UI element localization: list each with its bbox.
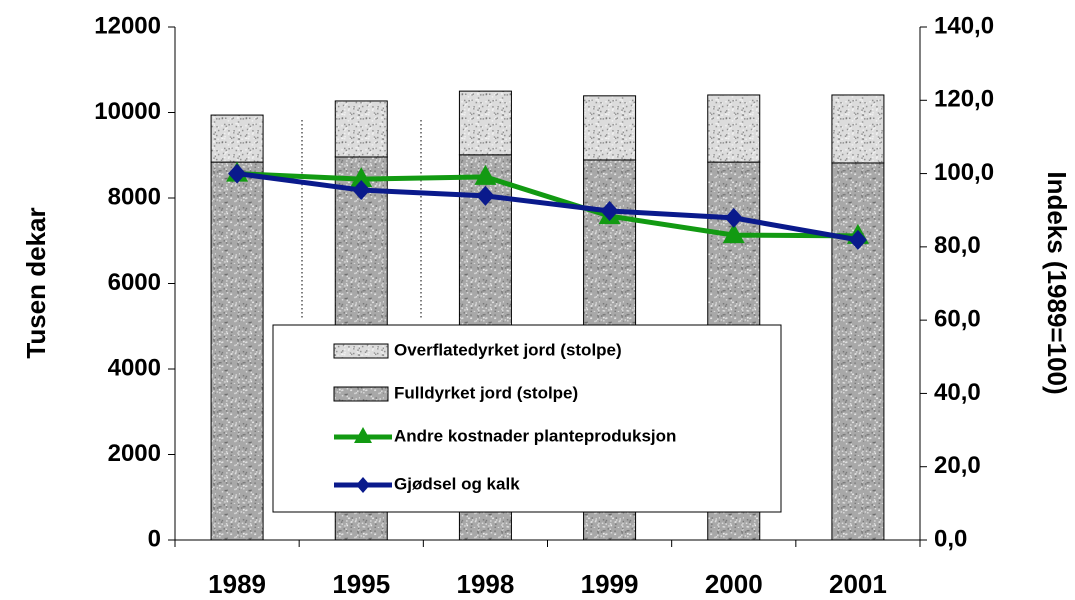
legend-swatch	[333, 386, 389, 402]
legend-label: Gjødsel og kalk	[394, 474, 520, 493]
y-tick-label: 4000	[108, 354, 161, 381]
y-tick-label: 0	[148, 525, 161, 552]
legend-marker	[356, 477, 370, 493]
bar	[210, 161, 264, 541]
bar	[707, 94, 761, 163]
y2-tick-label: 140,0	[934, 12, 994, 39]
line	[236, 171, 858, 239]
y-tick-label: 6000	[108, 269, 161, 296]
legend-label: Fulldyrket jord (stolpe)	[394, 383, 578, 402]
y2-axis-title: Indeks (1989=100)	[1042, 171, 1072, 394]
y-axis-title: Tusen dekar	[21, 207, 51, 358]
marker	[474, 164, 497, 185]
y2-tick-label: 0,0	[934, 525, 967, 552]
y-tick-label: 2000	[108, 440, 161, 467]
x-tick-label: 1998	[456, 569, 514, 599]
bar	[210, 114, 264, 163]
bar	[831, 94, 885, 164]
x-tick-label: 1999	[581, 569, 639, 599]
bar	[583, 95, 637, 161]
marker	[352, 180, 371, 201]
y2-tick-label: 20,0	[934, 452, 981, 479]
bar	[334, 100, 388, 158]
y2-tick-label: 60,0	[934, 305, 981, 332]
line	[236, 171, 859, 243]
y-tick-label: 8000	[108, 183, 161, 210]
y-tick-label: 10000	[94, 98, 161, 125]
y2-tick-label: 80,0	[934, 232, 981, 259]
legend-label: Overflatedyrket jord (stolpe)	[394, 340, 622, 359]
bar	[458, 90, 512, 156]
y2-tick-label: 120,0	[934, 86, 994, 113]
marker	[848, 229, 867, 250]
marker	[228, 163, 247, 184]
x-tick-label: 2000	[705, 569, 763, 599]
marker	[722, 223, 745, 244]
legend-swatch	[333, 343, 389, 359]
y-tick-label: 12000	[94, 12, 161, 39]
x-tick-label: 1995	[332, 569, 390, 599]
y2-tick-label: 40,0	[934, 379, 981, 406]
y2-tick-label: 100,0	[934, 159, 994, 186]
x-tick-label: 2001	[829, 569, 887, 599]
bar	[831, 162, 885, 541]
marker	[476, 185, 495, 206]
marker	[724, 207, 743, 228]
x-tick-label: 1989	[208, 569, 266, 599]
legend-label: Andre kostnader planteproduksjon	[394, 426, 676, 445]
legend-marker	[354, 427, 372, 443]
marker	[600, 200, 619, 221]
marker	[350, 167, 373, 188]
